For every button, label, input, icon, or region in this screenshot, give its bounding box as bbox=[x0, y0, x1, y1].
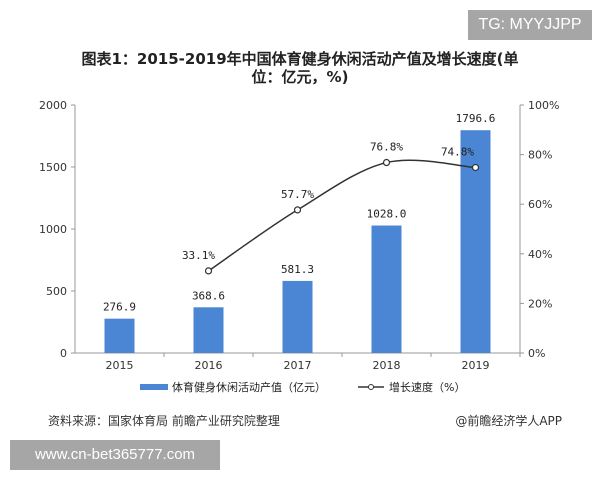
attribution: @前瞻经济学人APP bbox=[455, 414, 562, 428]
bar-label: 581.3 bbox=[281, 263, 314, 276]
source-note: 资料来源：国家体育局 前瞻产业研究院整理 bbox=[48, 414, 280, 428]
bar bbox=[460, 130, 491, 353]
left-tick-label: 0 bbox=[60, 347, 67, 360]
right-tick-label: 20% bbox=[528, 297, 552, 310]
line-point bbox=[382, 158, 391, 167]
chart-title: 图表1：2015-2019年中国体育健身休闲活动产值及增长速度(单 位：亿元，%… bbox=[60, 50, 540, 86]
line-label: 33.1% bbox=[182, 249, 215, 262]
line-label: 74.8% bbox=[441, 145, 474, 158]
right-tick-label: 60% bbox=[528, 198, 552, 211]
line-point bbox=[293, 206, 302, 214]
x-tick-label: 2018 bbox=[373, 359, 401, 372]
bar bbox=[282, 280, 313, 353]
bar-label: 1028.0 bbox=[367, 208, 407, 221]
bar-label: 276.9 bbox=[103, 301, 136, 314]
left-tick-label: 500 bbox=[46, 285, 67, 298]
legend-line-label: 增长速度（%） bbox=[389, 380, 465, 394]
watermark-top: TG: MYYJJPP bbox=[468, 10, 592, 40]
x-tick-label: 2017 bbox=[284, 359, 312, 372]
bar bbox=[193, 307, 224, 353]
growth-line bbox=[208, 159, 476, 272]
right-tick-label: 100% bbox=[528, 99, 559, 112]
bar-label: 1796.6 bbox=[456, 112, 496, 125]
x-tick-label: 2015 bbox=[106, 359, 134, 372]
line-point bbox=[471, 163, 480, 172]
left-tick-label: 1500 bbox=[39, 161, 67, 174]
watermark-bottom: www.cn-bet365777.com bbox=[10, 440, 220, 470]
legend-bar-swatch bbox=[140, 384, 168, 390]
line-point bbox=[204, 267, 213, 275]
x-tick-label: 2019 bbox=[462, 359, 490, 372]
x-tick-label: 2016 bbox=[195, 359, 223, 372]
title-line-1: 图表1：2015-2019年中国体育健身休闲活动产值及增长速度(单 bbox=[81, 50, 519, 68]
legend-line-marker bbox=[368, 384, 374, 390]
right-tick-label: 80% bbox=[528, 149, 552, 162]
right-tick-label: 40% bbox=[528, 248, 552, 261]
left-tick-label: 2000 bbox=[39, 99, 67, 112]
bar bbox=[371, 225, 402, 353]
bar-label: 368.6 bbox=[192, 289, 225, 302]
left-tick-label: 1000 bbox=[39, 223, 67, 236]
line-label: 76.8% bbox=[370, 141, 403, 154]
legend-bar-label: 体育健身休闲活动产值（亿元） bbox=[172, 380, 326, 394]
right-tick-label: 0% bbox=[528, 347, 545, 360]
bar bbox=[104, 318, 135, 353]
line-label: 57.7% bbox=[281, 188, 314, 201]
title-line-2: 位：亿元，%) bbox=[251, 68, 349, 86]
